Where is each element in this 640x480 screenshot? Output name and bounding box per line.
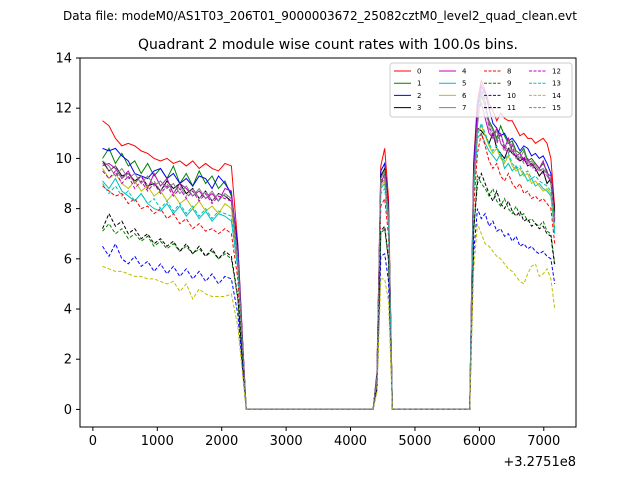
x-tick-label: 2000 [205, 434, 238, 449]
y-axis: 0 2 4 6 8 10 12 14 [55, 52, 80, 418]
series-line-9 [102, 174, 556, 410]
y-tick-label: 10 [55, 152, 72, 167]
legend-label-10: 10 [507, 92, 516, 100]
legend-label-14: 14 [552, 92, 561, 100]
legend-box [389, 62, 573, 118]
x-tick-label: 0 [89, 434, 97, 449]
legend-label-13: 13 [552, 80, 561, 88]
legend-label-3: 3 [417, 104, 421, 112]
x-tick-label: 7000 [527, 434, 560, 449]
chart-title: Quadrant 2 module wise count rates with … [138, 37, 518, 53]
series-line-4 [102, 101, 556, 410]
legend-label-12: 12 [552, 68, 561, 76]
series-line-6 [102, 124, 556, 410]
series-line-12 [102, 85, 556, 410]
legend-label-7: 7 [462, 104, 466, 112]
legend-label-0: 0 [417, 68, 421, 76]
series-line-5 [102, 132, 556, 410]
legend-label-11: 11 [507, 104, 516, 112]
series-line-0 [102, 78, 556, 410]
figure-suptitle: Data file: modeM0/AS1T03_206T01_90000036… [63, 9, 577, 23]
legend-label-4: 4 [462, 68, 467, 76]
series-line-15 [102, 93, 556, 410]
x-tick-label: 1000 [141, 434, 174, 449]
plot-lines [102, 78, 556, 410]
series-line-8 [102, 133, 556, 410]
legend-label-2: 2 [417, 92, 421, 100]
y-tick-label: 2 [64, 353, 72, 368]
x-axis: 0 1000 2000 3000 4000 5000 6000 7000 [89, 427, 560, 449]
legend-label-8: 8 [507, 68, 511, 76]
axes-frame [79, 57, 577, 428]
legend-label-9: 9 [507, 80, 511, 88]
series-line-2 [102, 84, 556, 410]
series-line-14 [102, 223, 556, 410]
x-tick-label: 4000 [334, 434, 367, 449]
x-offset-label: +3.2751e8 [503, 455, 576, 470]
series-line-13 [102, 121, 556, 410]
legend-label-1: 1 [417, 80, 421, 88]
x-tick-label: 6000 [463, 434, 496, 449]
y-tick-label: 0 [64, 403, 72, 418]
y-tick-label: 12 [55, 102, 72, 117]
x-tick-label: 5000 [398, 434, 431, 449]
series-line-1 [102, 93, 556, 410]
y-tick-label: 6 [64, 252, 72, 267]
y-tick-label: 4 [64, 303, 72, 318]
x-tick-label: 3000 [270, 434, 303, 449]
legend-label-5: 5 [462, 80, 466, 88]
y-tick-label: 14 [55, 52, 72, 67]
y-tick-label: 8 [64, 202, 72, 217]
legend-label-6: 6 [462, 92, 467, 100]
legend-label-15: 15 [552, 104, 561, 112]
series-line-10 [102, 208, 556, 410]
series-line-3 [102, 127, 556, 410]
